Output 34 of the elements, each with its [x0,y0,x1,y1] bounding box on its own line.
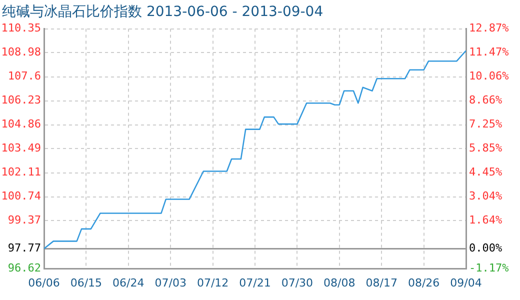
y2-tick-label: 3.04% [469,190,502,203]
y-tick-label: 108.98 [1,46,41,59]
y2-tick-label: 12.87% [469,22,510,35]
x-tick-label: 08/26 [408,276,440,290]
y2-tick-label: -1.17% [469,262,510,275]
y2-tick-label: 8.66% [469,94,502,107]
x-tick-label: 06/15 [70,276,102,290]
y2-tick-label: 11.47% [469,46,510,59]
y-tick-label: 100.74 [1,190,42,203]
x-tick-label: 07/03 [154,276,186,290]
chart-title: 纯碱与冰晶石比价指数 2013-06-06 - 2013-09-04 [2,4,324,20]
x-tick-label: 09/04 [450,276,482,290]
y2-tick-label: 4.45% [469,166,502,179]
y2-tick-label: 5.85% [469,142,502,155]
x-tick-label: 06/24 [112,276,144,290]
x-tick-label: 08/08 [324,276,356,290]
y-tick-label: 102.11 [1,166,41,179]
y-tick-label: 96.62 [8,262,41,275]
x-tick-label: 06/06 [28,276,60,290]
y-tick-label: 106.23 [1,94,41,107]
x-tick-label: 07/12 [196,276,229,290]
y2-tick-label: 0.00% [469,242,502,255]
y-tick-label: 107.6 [8,70,41,83]
x-tick-label: 08/17 [366,276,398,290]
y-tick-label: 97.77 [8,242,41,255]
x-tick-label: 07/21 [239,276,271,290]
y2-tick-label: 10.06% [469,70,510,83]
y-tick-label: 104.86 [1,118,41,131]
y2-tick-label: 7.25% [469,118,502,131]
y2-tick-label: 1.64% [469,214,502,227]
y-tick-label: 99.37 [8,214,41,227]
x-tick-label: 07/30 [281,276,314,290]
y-tick-label: 103.49 [1,142,41,155]
y-tick-label: 110.35 [1,22,41,35]
